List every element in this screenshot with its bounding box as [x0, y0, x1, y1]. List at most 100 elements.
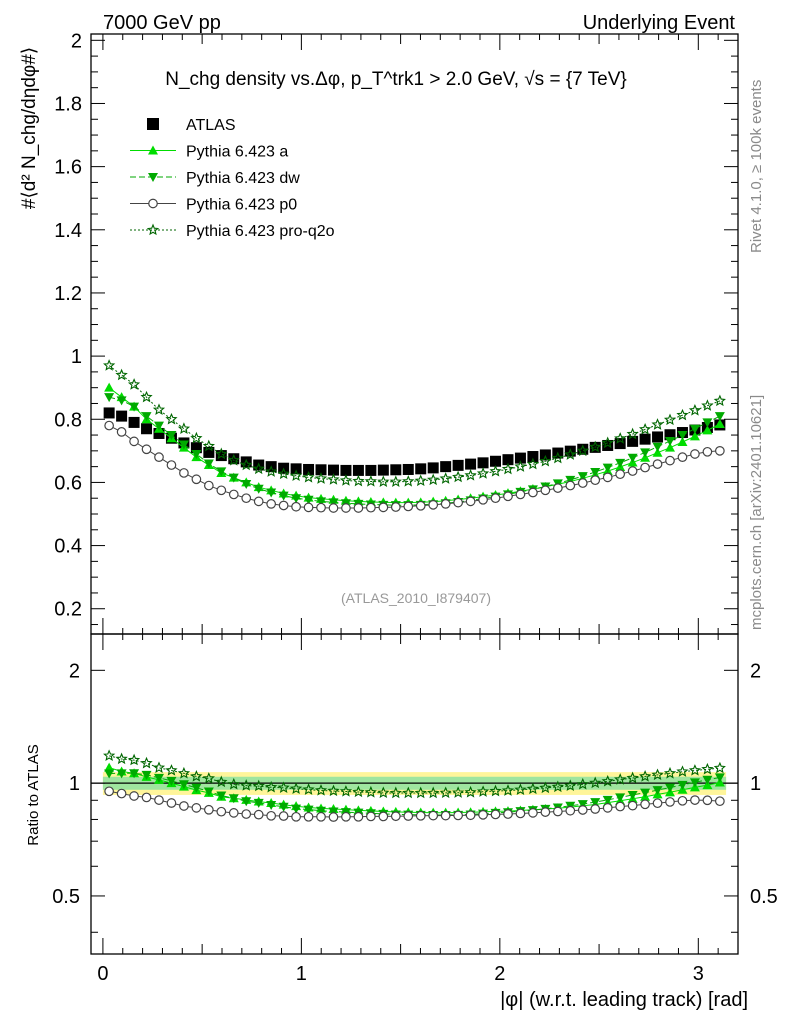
main-data-point: [328, 503, 339, 513]
ratio-data-point: [577, 805, 588, 815]
ratio-data-point: [277, 781, 290, 793]
y-tick-label: 1.8: [54, 93, 82, 115]
ratio-data-point: [602, 803, 613, 813]
ratio-series-group: [103, 749, 726, 822]
ratio-data-point: [339, 785, 353, 797]
main-data-point: [638, 422, 652, 435]
main-data-point: [179, 468, 189, 478]
ratio-data-point: [713, 761, 726, 774]
main-data-point: [203, 459, 214, 469]
main-data-point: [677, 452, 688, 463]
main-data-point: [153, 427, 165, 439]
main-data-point: [490, 493, 501, 504]
ratio-data-point: [179, 801, 189, 811]
main-data-point: [602, 472, 613, 483]
y-tick-label: 1: [71, 346, 82, 368]
main-data-point: [652, 442, 663, 452]
main-data-point: [266, 499, 277, 509]
ratio-data-point: [651, 768, 664, 781]
main-data-point: [602, 463, 613, 473]
main-data-point: [402, 463, 414, 475]
y-tick-label: 0.8: [54, 409, 82, 431]
ratio-data-point: [316, 806, 327, 816]
main-data-point: [141, 412, 152, 422]
main-data-point: [341, 503, 351, 513]
main-data-point: [477, 457, 489, 469]
main-data-point: [364, 475, 377, 487]
main-data-point: [316, 497, 327, 507]
main-data-point: [702, 425, 713, 435]
legend-entry: Pythia 6.423 dw: [130, 170, 300, 187]
ratio-data-point: [701, 762, 714, 775]
ratio-plot-frame: [90, 633, 739, 955]
ratio-data-point: [327, 784, 340, 797]
ratio-data-point: [515, 808, 526, 819]
ratio-data-point: [116, 769, 127, 779]
ratio-data-point: [689, 778, 700, 788]
main-data-point: [614, 432, 627, 444]
ratio-tick-label-right: 1: [750, 773, 761, 795]
ratio-data-point: [652, 786, 663, 796]
main-data-point: [129, 402, 140, 412]
main-data-point: [378, 502, 389, 513]
main-data-point: [191, 474, 202, 485]
ratio-tick-label-left: 2: [69, 660, 80, 682]
main-data-point: [626, 427, 639, 440]
ratio-data-point: [104, 762, 115, 772]
mcplots-label: mcplots.cern.ch [arXiv:2401.10621]: [748, 395, 765, 630]
ratio-data-point: [465, 810, 476, 821]
main-data-point: [216, 467, 227, 477]
main-data-point: [303, 463, 315, 475]
main-data-point: [702, 446, 713, 457]
main-data-point: [340, 464, 352, 476]
main-x-ticks: [102, 34, 719, 634]
ratio-data-point: [602, 795, 613, 805]
main-data-point: [253, 484, 264, 494]
ratio-data-point: [278, 802, 289, 812]
ratio-data-point: [665, 783, 676, 793]
main-data-point: [688, 403, 702, 416]
ratio-data-point: [202, 772, 215, 784]
legend-label: Pythia 6.423 pro-q2o: [186, 223, 335, 240]
main-data-point: [154, 452, 164, 463]
main-data-point: [141, 444, 152, 455]
main-data-point: [677, 431, 688, 441]
ratio-data-point: [426, 786, 440, 799]
main-data-point: [501, 462, 515, 475]
main-data-point: [277, 467, 290, 480]
ratio-data-point: [127, 753, 141, 766]
ratio-data-point: [389, 786, 403, 799]
ratio-data-point: [590, 804, 601, 814]
ratio-data-point: [364, 785, 377, 798]
main-data-point: [266, 488, 277, 498]
main-data-point: [128, 416, 140, 428]
main-data-point: [589, 440, 602, 453]
ratio-series: [103, 749, 726, 799]
ratio-data-point: [601, 774, 614, 787]
main-data-point: [440, 499, 451, 509]
ratio-data-point: [403, 811, 414, 821]
ratio-data-point: [353, 811, 364, 822]
ratio-data-point: [178, 780, 189, 790]
y-tick-label: 0.6: [54, 472, 82, 494]
main-data-point: [701, 399, 714, 411]
ratio-data-point: [452, 786, 465, 798]
ratio-data-point: [215, 775, 228, 788]
main-data-point: [116, 410, 128, 422]
y-tick-label: 0.4: [54, 536, 82, 558]
main-data-point: [153, 421, 164, 431]
ratio-data-point: [615, 801, 626, 812]
main-data-point: [190, 442, 202, 454]
ratio-data-point: [227, 777, 240, 790]
main-data-point: [715, 445, 725, 456]
ratio-data-point: [439, 786, 452, 799]
main-data-point: [366, 502, 376, 513]
ratio-data-point: [278, 811, 289, 821]
legend-label: Pythia 6.423 dw: [186, 170, 300, 187]
main-y-axis: 0.2 0.4 0.6 0.8 1 1.2 1.4 1.6 1.8 2: [54, 30, 738, 626]
main-data-point: [651, 418, 664, 430]
main-data-point: [476, 467, 490, 479]
main-data-point: [291, 494, 302, 504]
main-data-point: [426, 473, 440, 486]
main-data-point: [702, 418, 713, 428]
